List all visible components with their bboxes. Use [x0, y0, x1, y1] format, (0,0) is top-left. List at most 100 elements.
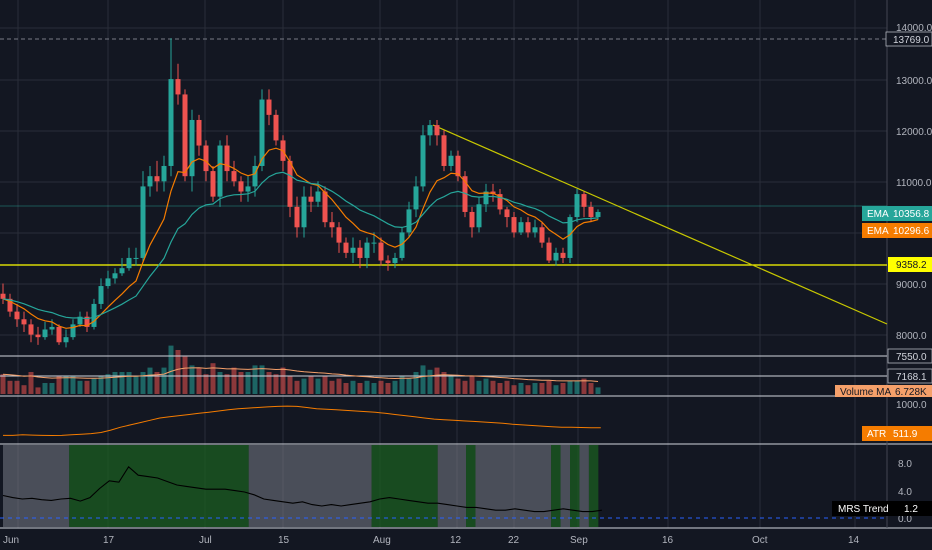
volume-bar [126, 372, 132, 394]
volume-bar [448, 376, 454, 394]
volume-bar [301, 378, 307, 394]
candle-body [441, 135, 447, 166]
volume-bar [427, 369, 433, 394]
candle-body [301, 196, 307, 228]
mrs-trend-background [0, 445, 887, 527]
candle-body [91, 303, 97, 327]
candle-body [357, 247, 363, 258]
volume-bar [112, 372, 118, 394]
volume-bar [189, 365, 195, 394]
volume-bar [280, 367, 286, 394]
mrs-background-block [248, 445, 372, 527]
candle-body [14, 311, 20, 320]
volume-bar [294, 380, 300, 394]
volume-bar [553, 385, 559, 394]
volume-bar [350, 380, 356, 394]
candle-body [455, 155, 461, 177]
time-tick-label: Jun [3, 535, 19, 546]
volume-bar [322, 376, 328, 394]
volume-bar [210, 363, 216, 394]
candle-body [532, 227, 538, 233]
volume-bar [7, 380, 13, 394]
volume-bar [154, 372, 160, 394]
time-axis: Jun 17 Jul 15 Aug 12 22 Sep 16 Oct 14 [3, 535, 860, 546]
candle-body [77, 316, 83, 325]
candle-body [448, 155, 454, 166]
mrs-tick-label: 0.0 [898, 514, 912, 525]
candle-body [420, 135, 426, 187]
ema-fast-tag: EMA 10356.8 [862, 206, 932, 221]
volume-bar [308, 376, 314, 394]
volume-bar [14, 380, 20, 394]
volume-bar [224, 374, 230, 394]
mrs-line [2, 465, 602, 513]
candle-body [49, 326, 55, 330]
volume-bar [371, 383, 377, 394]
volume-bar [595, 387, 601, 394]
candle-body [126, 257, 132, 269]
volume-bar [469, 376, 475, 394]
candle-body [329, 222, 335, 228]
candle-body [315, 191, 321, 202]
candle-body [343, 242, 349, 253]
mrs-background-block [560, 445, 570, 527]
volume-bar [567, 380, 573, 394]
mrs-background-block [475, 445, 552, 527]
volume-bar [490, 380, 496, 394]
candle-body [371, 242, 377, 244]
time-tick-label: 12 [450, 535, 462, 546]
volume-bar [357, 383, 363, 394]
volume-bar [336, 378, 342, 394]
volume-bar [0, 374, 6, 394]
vol-level-2-tag: 7168.1 [887, 368, 932, 384]
price-tick-label: 9000.0 [896, 280, 927, 291]
time-tick-label: Oct [752, 535, 768, 546]
time-tick-label: 16 [662, 535, 674, 546]
candle-body [434, 125, 440, 136]
price-tick-label: 13000.0 [896, 76, 932, 87]
candle-body [273, 114, 279, 141]
volume-bar [91, 378, 97, 394]
volume-bar [175, 350, 181, 394]
volume-bar [21, 385, 27, 394]
volume-bar [161, 367, 167, 394]
volume-bar [546, 380, 552, 394]
volume-ma-tag: Volume MA 6.728K [835, 385, 932, 398]
resistance-level-tag: 9358.2 [888, 257, 932, 272]
volume-bar [483, 378, 489, 394]
candle-body [105, 278, 111, 287]
volume-bar [315, 378, 321, 394]
candle-body [406, 209, 412, 233]
volume-bar [497, 383, 503, 394]
volume-bar [259, 365, 265, 394]
mrs-background-block [3, 445, 70, 527]
candle-body [168, 79, 174, 166]
candle-body [259, 99, 265, 166]
time-tick-label: 14 [848, 535, 860, 546]
candle-body [112, 273, 118, 279]
mrs-trend-value: 1.2 [904, 504, 918, 515]
top-level-tag: 13769.0 [885, 31, 932, 47]
candle-body [84, 316, 90, 327]
volume-bar [273, 374, 279, 394]
candle-body [539, 227, 545, 243]
time-tick-label: 22 [508, 535, 520, 546]
candle-body [7, 298, 13, 312]
price-axis: 14000.0 13000.0 12000.0 11000.0 9000.0 8… [896, 23, 932, 525]
candle-body [35, 334, 41, 338]
volume-bar [168, 345, 174, 394]
candle-body [189, 119, 195, 177]
volume-bar [504, 380, 510, 394]
candle-body [252, 165, 258, 187]
trendline [432, 124, 888, 325]
candle-body [119, 268, 125, 274]
candle-body [0, 293, 6, 299]
candle-body [392, 257, 398, 264]
candle-body [427, 125, 433, 136]
volume-bar [406, 378, 412, 394]
candle-body [399, 232, 405, 258]
candle-body [483, 191, 489, 205]
resistance-level-value: 9358.2 [896, 260, 927, 271]
vol-level-1-tag: 7550.0 [887, 348, 932, 364]
